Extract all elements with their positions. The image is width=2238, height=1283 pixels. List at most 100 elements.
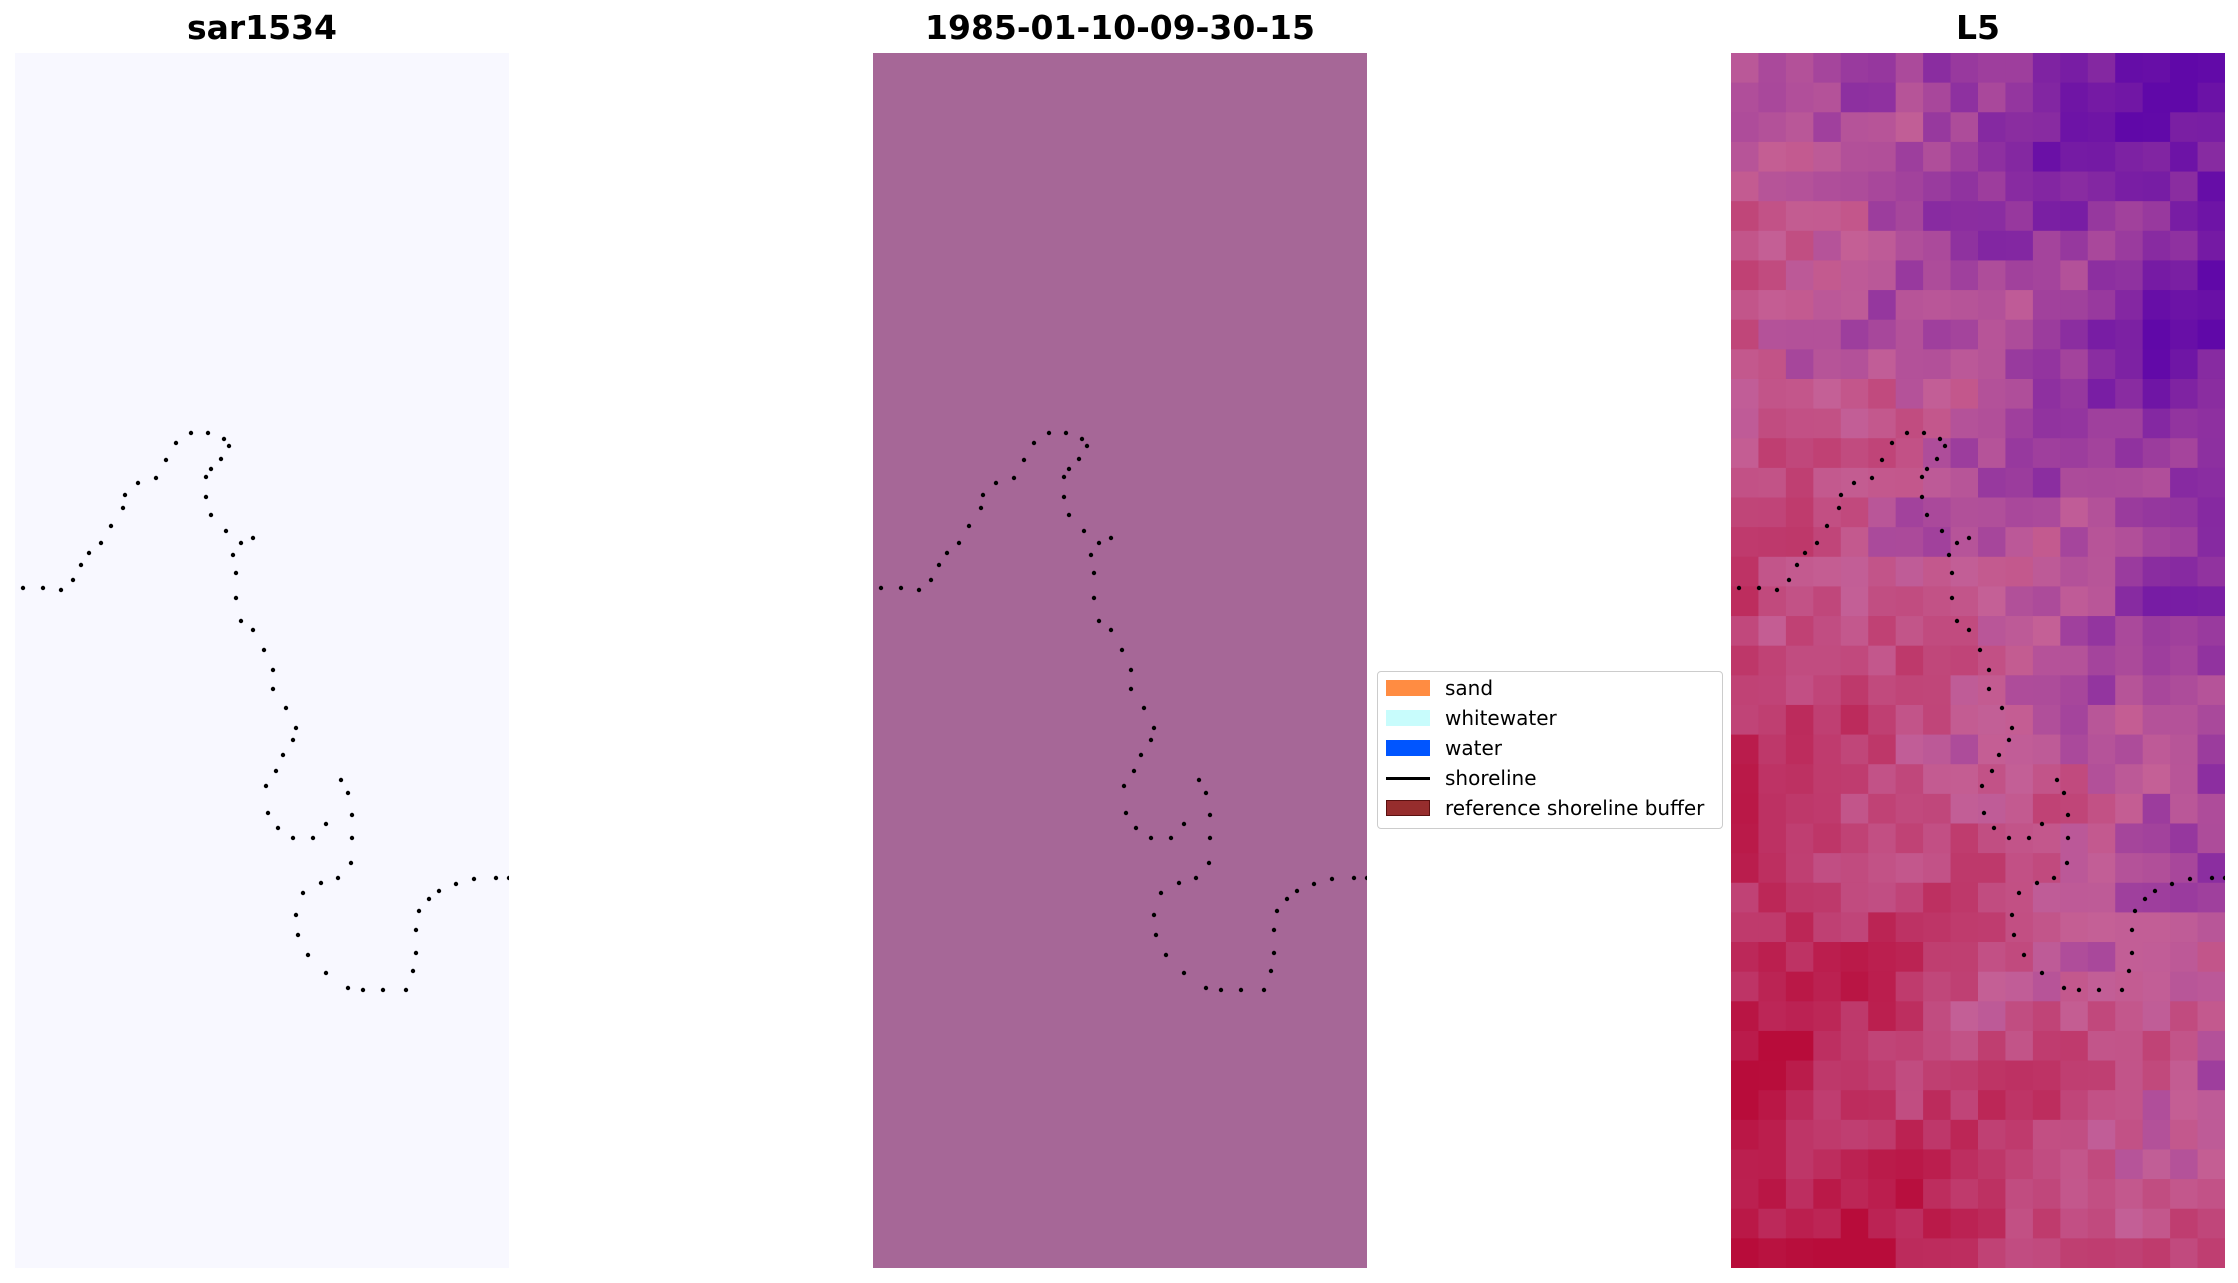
shoreline-point [1774,587,1780,593]
shoreline-point [2006,835,2012,841]
shoreline-point [1294,888,1300,894]
shoreline-point [2039,821,2045,827]
shoreline-point [1066,466,1072,472]
shoreline-point [2129,950,2135,956]
shoreline-point [1966,627,1972,633]
shoreline-point [1121,783,1127,789]
shoreline-point [1802,550,1808,556]
shoreline-point [1128,686,1134,692]
shoreline-point [2126,968,2132,974]
shoreline-dots [1736,430,2225,993]
shoreline-point [2016,890,2022,896]
panel-title-right: L5 [1956,8,2000,47]
shoreline-point [122,492,128,498]
shoreline-point [188,430,194,436]
shoreline-point [1977,647,1983,653]
shoreline-point [78,562,84,568]
shoreline-point [345,790,351,796]
shoreline-point [270,686,276,692]
shoreline-point [1158,890,1164,896]
shoreline-point [1108,535,1114,541]
shoreline-point [338,777,344,783]
shoreline-point [226,443,232,449]
shoreline-point [413,950,419,956]
shoreline-point [1979,783,1985,789]
legend-label-whitewater: whitewater [1445,706,1557,730]
reference-buffer-swatch [1386,800,1430,816]
shoreline-point [349,812,355,818]
shoreline-point [493,875,499,881]
shoreline-point [1986,686,1992,692]
shoreline-point [936,562,942,568]
shoreline-point [1138,752,1144,758]
panel-title-middle: 1985-01-10-09-30-15 [925,8,1315,47]
shoreline-line-swatch [1386,776,1430,780]
shoreline-point [1133,825,1139,831]
shoreline-point [2061,790,2067,796]
shoreline-point [1946,552,1952,558]
shoreline-point [1824,523,1830,529]
shoreline-point [203,494,209,500]
shoreline-point [1284,896,1290,902]
shoreline-point [58,587,64,593]
classified-image-panel [873,53,1367,1268]
shoreline-point [1238,987,1244,993]
shoreline-point [1108,627,1114,633]
shoreline-point [275,825,281,831]
shoreline-point [2064,860,2070,866]
shoreline-point [1088,552,1094,558]
classified-image-background [873,53,1367,1268]
shoreline-point [1989,768,1995,774]
shoreline-point [1148,737,1154,743]
shoreline-point [238,618,244,624]
shoreline-point [70,577,76,583]
shoreline-point [1203,790,1209,796]
shoreline-point [1021,457,1027,463]
shoreline-point [218,456,224,462]
shoreline-point [280,752,286,758]
shoreline-point [1919,474,1925,480]
shoreline-point [310,835,316,841]
shoreline-point [1181,970,1187,976]
shoreline-point [1141,705,1147,711]
shoreline-point [1966,535,1972,541]
shoreline-point [2152,888,2158,894]
shoreline-point [208,466,214,472]
shoreline-point [1096,618,1102,624]
shoreline-point [2169,881,2175,887]
shoreline-point [1981,810,1987,816]
shoreline-point [1924,466,1930,472]
shoreline-point [1011,475,1017,481]
shoreline-point [1061,474,1067,480]
shoreline-point [2132,908,2138,914]
shoreline-point [980,492,986,498]
sar-image-panel [15,53,509,1268]
shoreline-point [290,737,296,743]
shoreline-point [436,888,442,894]
shoreline-point [2142,896,2148,902]
shoreline-point [471,876,477,882]
shoreline-point [1954,618,1960,624]
shoreline-point [290,835,296,841]
shoreline-point [270,667,276,673]
shoreline-point [1942,443,1948,449]
shoreline-point [203,474,209,480]
shoreline-point [2039,970,2045,976]
shoreline-point [318,880,324,886]
shoreline-point [1063,430,1069,436]
shoreline-point [426,896,432,902]
shoreline-point [1924,512,1930,518]
shoreline-point [1046,430,1052,436]
shoreline-point [1934,456,1940,462]
shoreline-point [230,552,236,558]
shoreline-point [205,430,211,436]
legend-item-water: water [1386,736,1502,760]
shoreline-point [1311,881,1317,887]
shoreline-point [2209,875,2215,881]
shoreline-point [1261,987,1267,993]
shoreline-point [345,985,351,991]
shoreline-point [1794,562,1800,568]
l5-image-panel [1731,53,2225,1268]
shoreline-point [1091,595,1097,601]
shoreline-point [898,585,904,591]
